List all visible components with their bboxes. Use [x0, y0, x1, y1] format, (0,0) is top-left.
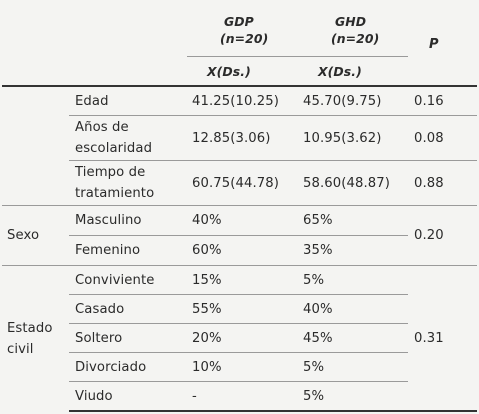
- ghd-title: GHD: [335, 14, 367, 29]
- gdp-n: (n=20): [220, 31, 269, 46]
- cell-gdp: 60%: [187, 235, 298, 266]
- row-label-escolaridad: Años de escolaridad: [69, 115, 187, 161]
- table-row: Femenino 60% 35%: [2, 235, 477, 266]
- p-header: P: [408, 4, 477, 87]
- gdp-stat: X(Ds.): [187, 56, 298, 86]
- row-label: Viudo: [69, 381, 187, 412]
- cell-ghd: 45%: [298, 323, 408, 353]
- cell-gdp: 15%: [187, 265, 298, 295]
- table-row: Sexo Masculino 40% 65% 0.20: [2, 205, 477, 266]
- group-label-estado: Estado civil: [2, 265, 69, 411]
- cell-ghd: 5%: [298, 265, 408, 295]
- row-label: Masculino: [69, 205, 187, 236]
- cell-ghd: 45.70(9.75): [298, 85, 408, 116]
- cell-gdp: 55%: [187, 294, 298, 324]
- table-row: Viudo - 5%: [2, 381, 477, 412]
- ghd-header: GHD (n=20): [298, 4, 408, 57]
- cell-ghd: 5%: [298, 381, 408, 412]
- cell-gdp: 41.25(10.25): [187, 85, 298, 116]
- gdp-title: GDP: [224, 14, 254, 29]
- table-row: Edad 41.25(10.25) 45.70(9.75) 0.16: [2, 85, 477, 116]
- row-label: Femenino: [69, 235, 187, 266]
- ghd-n: (n=20): [331, 31, 380, 46]
- cell-gdp: 40%: [187, 205, 298, 236]
- cell-gdp: 10%: [187, 352, 298, 382]
- row-label: Conviviente: [69, 265, 187, 295]
- cell-p: 0.88: [408, 160, 477, 206]
- header-row: GDP (n=20) GHD (n=20) P: [2, 4, 477, 87]
- cell-p: 0.08: [408, 115, 477, 161]
- table-row: Años de escolaridad 12.85(3.06) 10.95(3.…: [2, 115, 477, 161]
- row-label: Divorciado: [69, 352, 187, 382]
- cell-gdp: 12.85(3.06): [187, 115, 298, 161]
- row-label-edad: Edad: [69, 85, 187, 116]
- gdp-header: GDP (n=20): [187, 4, 298, 57]
- cell-p-sexo: 0.20: [408, 205, 477, 266]
- cell-ghd: 5%: [298, 352, 408, 382]
- cell-ghd: 58.60(48.87): [298, 160, 408, 206]
- table-row: Divorciado 10% 5%: [2, 352, 477, 382]
- row-label-tratamiento: Tiempo de tratamiento: [69, 160, 187, 206]
- cell-gdp: -: [187, 381, 298, 412]
- group-label-sexo: Sexo: [2, 205, 69, 266]
- cell-gdp: 20%: [187, 323, 298, 353]
- cell-ghd: 40%: [298, 294, 408, 324]
- cell-ghd: 10.95(3.62): [298, 115, 408, 161]
- demographics-table: GDP (n=20) GHD (n=20) P X(Ds.) X(Ds.) Ed…: [2, 4, 477, 412]
- row-label: Soltero: [69, 323, 187, 353]
- cell-ghd: 35%: [298, 235, 408, 266]
- table-row: Casado 55% 40%: [2, 294, 477, 324]
- table-row: Estado civil Conviviente 15% 5% 0.31: [2, 265, 477, 412]
- cell-p: 0.16: [408, 85, 477, 116]
- ghd-stat: X(Ds.): [298, 56, 408, 86]
- table-row: Soltero 20% 45%: [2, 323, 477, 353]
- cell-p-estado: 0.31: [408, 265, 477, 412]
- cell-gdp: 60.75(44.78): [187, 160, 298, 206]
- table-row: Tiempo de tratamiento 60.75(44.78) 58.60…: [2, 160, 477, 206]
- cell-ghd: 65%: [298, 205, 408, 236]
- subheader-row: X(Ds.) X(Ds.): [2, 56, 477, 86]
- row-label: Casado: [69, 294, 187, 324]
